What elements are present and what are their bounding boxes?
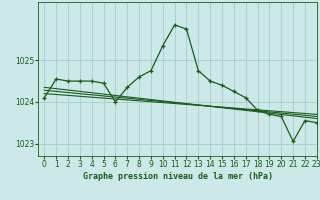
X-axis label: Graphe pression niveau de la mer (hPa): Graphe pression niveau de la mer (hPa) bbox=[83, 172, 273, 181]
